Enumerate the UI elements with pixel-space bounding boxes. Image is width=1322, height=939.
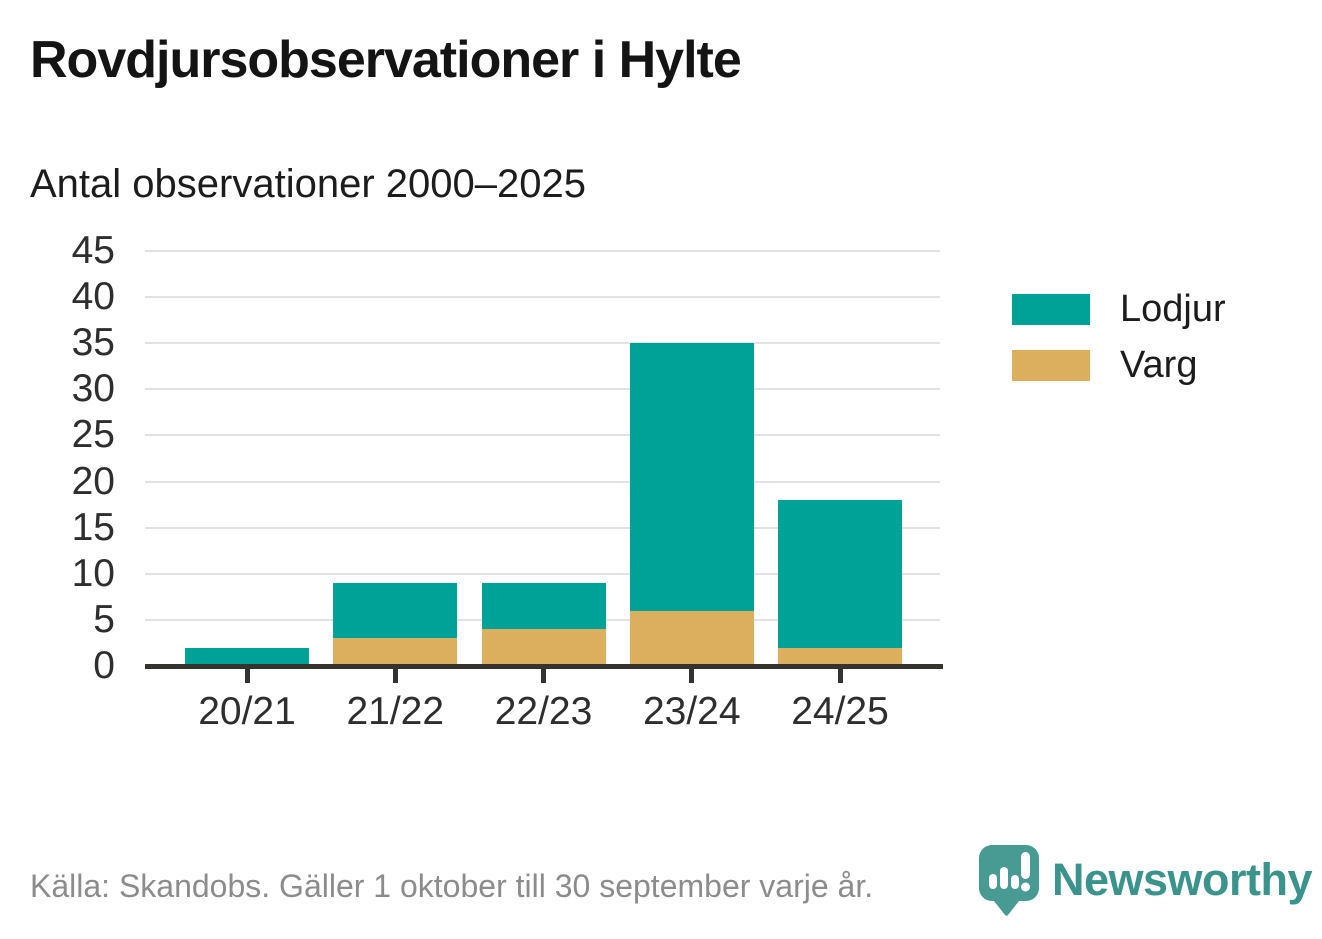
chart-title: Rovdjursobservationer i Hylte — [30, 31, 742, 89]
brand-logo: Newsworthy — [978, 842, 1313, 918]
x-tick-label: 22/23 — [494, 690, 593, 733]
y-tick-label: 10 — [71, 551, 115, 595]
bar-segment-varg-22/23 — [481, 629, 606, 666]
gridline — [145, 480, 940, 483]
y-tick-label: 40 — [71, 275, 115, 319]
gridline — [145, 434, 940, 437]
x-tick-label: 20/21 — [198, 690, 296, 733]
y-tick-label: 45 — [71, 229, 115, 272]
y-tick-label: 5 — [93, 597, 115, 641]
gridline — [145, 250, 940, 252]
x-tick-mark — [244, 669, 250, 683]
y-tick-label: 0 — [93, 644, 115, 687]
bar-segment-lodjur-23/24 — [629, 343, 754, 611]
newsworthy-speech-bubble-icon — [979, 845, 1039, 916]
x-axis-line — [145, 663, 943, 669]
source-note: Källa: Skandobs. Gäller 1 oktober till 3… — [30, 868, 874, 904]
y-tick-label: 20 — [71, 459, 115, 503]
gridline — [145, 342, 940, 345]
x-tick-label: 23/24 — [642, 690, 741, 733]
bar-segment-varg-23/24 — [629, 610, 754, 666]
x-tick-mark — [392, 669, 398, 683]
bar-segment-varg-24/25 — [778, 647, 902, 666]
y-tick-label: 15 — [71, 505, 115, 549]
bar-segment-lodjur-24/25 — [778, 500, 902, 648]
gridline — [145, 388, 940, 391]
bar-segment-varg-21/22 — [333, 638, 458, 666]
gridline — [145, 526, 940, 529]
bar-segment-lodjur-21/22 — [333, 583, 458, 639]
gridline — [145, 296, 940, 299]
chart-subtitle: Antal observationer 2000–2025 — [30, 162, 586, 206]
x-tick-mark — [837, 669, 843, 683]
legend-label: Varg — [1120, 344, 1198, 386]
x-tick-mark — [689, 669, 695, 683]
x-tick-label: 24/25 — [791, 690, 889, 733]
legend-item-lodjur: Lodjur — [1012, 290, 1226, 328]
brand-wordmark: Newsworthy — [1052, 854, 1313, 905]
bar-segment-lodjur-22/23 — [481, 583, 606, 630]
legend-swatch-varg — [1012, 349, 1090, 381]
legend-swatch-lodjur — [1012, 293, 1090, 325]
legend-item-varg: Varg — [1012, 346, 1226, 384]
x-tick-label: 21/22 — [346, 690, 445, 733]
bar-segment-lodjur-20/21 — [185, 647, 309, 666]
y-tick-label: 25 — [71, 413, 115, 457]
y-tick-label: 30 — [71, 367, 115, 411]
gridline — [145, 572, 940, 575]
legend: Lodjur Varg — [1012, 290, 1226, 384]
x-tick-mark — [541, 669, 546, 683]
legend-label: Lodjur — [1120, 288, 1226, 330]
y-tick-label: 35 — [71, 321, 115, 365]
